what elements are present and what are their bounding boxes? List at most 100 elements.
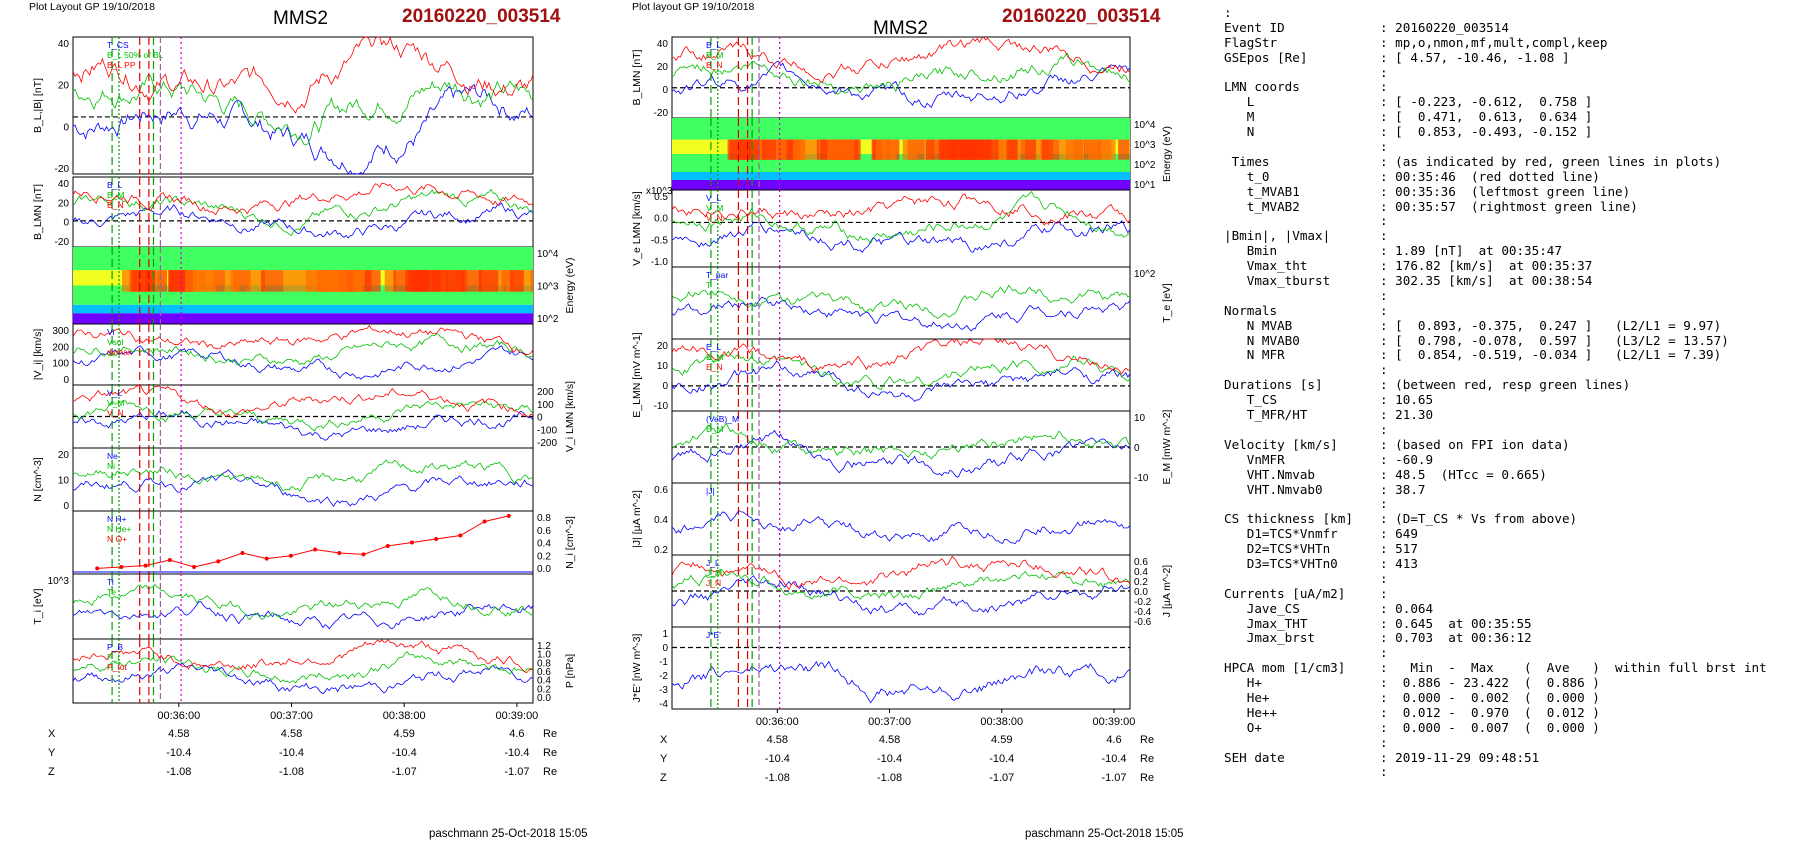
summary-value: : 0.012 - 0.970 ( 0.012 ) [1380, 704, 1600, 720]
legend-entry: B_M [107, 190, 124, 200]
summary-key: Normals [1224, 302, 1278, 318]
summary-line: FlagStr: mp,o,nmon,mf,mult,compl,keep [1224, 35, 1802, 51]
ni-series-line [97, 515, 509, 569]
data-series-line [671, 350, 1131, 391]
legend-entry: Ne [107, 451, 118, 461]
data-series-line [72, 83, 534, 175]
y-tick-label: 0 [63, 501, 69, 512]
summary-value: : [ 4.57, -10.46, -1.08 ] [1380, 49, 1570, 65]
spectrogram-band [672, 179, 1130, 190]
y-axis-label: T_e [eV] [1161, 283, 1173, 323]
spectrogram-cell [213, 270, 225, 292]
y-tick-label: 0.6 [1134, 557, 1148, 568]
legend-entry: J*E' [706, 630, 721, 640]
coord-value: 4.6 [1106, 734, 1121, 746]
y-tick-label: 0.8 [537, 658, 551, 669]
summary-value: : 00:35:36 (leftmost green line) [1380, 183, 1631, 199]
coord-value: -1.08 [279, 766, 304, 778]
summary-key: Currents [uA/m2] [1224, 585, 1346, 601]
panel-frame [671, 36, 1131, 119]
legend-entry: T [706, 280, 711, 290]
summary-value: : 176.82 [km/s] at 00:35:37 [1380, 258, 1593, 274]
summary-value: : [1380, 764, 1388, 780]
summary-line: t_MVAB1: 00:35:36 (leftmost green line) [1224, 183, 1802, 200]
summary-value: : (D=T_CS * Vs from above) [1380, 511, 1578, 527]
summary-value: : 21.30 [1380, 407, 1434, 423]
coord-unit: Re [1140, 734, 1154, 746]
summary-value: : [ 0.471, 0.613, 0.634 ] [1380, 109, 1593, 125]
panel-frame [72, 638, 534, 704]
summary-value: : [1380, 64, 1388, 80]
spectrogram-cell [224, 270, 236, 292]
y-tick-label: -0.5 [651, 235, 669, 246]
summary-value: : [ -0.223, -0.612, 0.758 ] [1380, 94, 1593, 110]
spectrogram-cell [415, 270, 441, 292]
coord-value: -1.07 [989, 772, 1014, 784]
y-axis-label: P [nPa] [564, 654, 576, 688]
summary-key: D1=TCS*Vnmfr [1224, 526, 1338, 542]
ni-data-point [458, 533, 463, 538]
data-series-line [72, 662, 534, 695]
summary-value: : [1380, 570, 1388, 586]
data-series-line [671, 429, 1131, 478]
y-tick-label: 200 [537, 387, 554, 398]
summary-key: L [1224, 94, 1255, 110]
data-series-line [671, 190, 1131, 245]
y-axis-label: Energy (eV) [1161, 126, 1173, 182]
summary-key: Durations [s] [1224, 377, 1323, 393]
legend-entry: V_L [706, 193, 721, 203]
data-series-line [671, 422, 1131, 460]
summary-key: Bmin [1224, 243, 1278, 259]
data-series-line [671, 52, 1131, 95]
coord-value: 4.59 [991, 734, 1012, 746]
data-series-line [671, 220, 1131, 253]
summary-key: N [1224, 124, 1255, 140]
coord-value: 4.58 [879, 734, 900, 746]
right-figure: Plot layout GP 19/10/2018 MMS2 20160220_… [620, 0, 1220, 841]
summary-value: : [1380, 496, 1388, 512]
summary-value: : 0.000 - 0.007 ( 0.000 ) [1380, 719, 1600, 735]
y-axis-label: V_e LMN [km/s] [631, 191, 643, 266]
data-series-line [671, 60, 1131, 109]
y-tick-label: 20 [58, 81, 70, 92]
y-tick-label: 0.0 [1134, 587, 1148, 598]
legend-entry: J_L [706, 558, 720, 568]
legend-entry: B_L PP [107, 60, 136, 70]
legend-entry: Vi [107, 327, 115, 337]
legend-entry: V_N [706, 213, 723, 223]
legend-entry: N He+ [107, 524, 131, 534]
data-series-line [72, 345, 534, 380]
summary-key: T_MFR/HT [1224, 407, 1308, 423]
coord-value: 4.59 [393, 728, 414, 740]
summary-key: |Bmin|, |Vmax| [1224, 228, 1331, 244]
summary-value: : [1380, 79, 1388, 95]
right-event-id: 20160220_003514 [1002, 6, 1161, 27]
summary-key: Jmax_THT [1224, 615, 1308, 631]
spectrogram-cell [230, 270, 240, 292]
legend-entry: B_L 50% of BL [107, 50, 164, 60]
summary-line: H+: 0.886 - 23.422 ( 0.886 ) [1224, 675, 1802, 691]
spectrogram-cell [1020, 139, 1037, 160]
summary-line: Times: (as indicated by red, green lines… [1224, 154, 1802, 170]
summary-line: T_CS: 10.65 [1224, 392, 1802, 408]
y-tick-label: 0.0 [537, 693, 551, 704]
data-series-line [72, 182, 534, 216]
data-series-line [671, 296, 1131, 332]
spectrogram-band [73, 247, 533, 271]
data-series-line [671, 555, 1131, 591]
y-tick-label: -0.2 [1134, 597, 1152, 608]
panel-frame [671, 189, 1131, 268]
legend-entry: B_N [706, 60, 723, 70]
left-header: Plot Layout GP 19/10/2018 [29, 1, 155, 13]
data-series-line [72, 583, 534, 621]
y-tick-label: 0.6 [537, 667, 551, 678]
y-tick-label: 0 [63, 122, 69, 133]
legend-entry: J_N [706, 578, 721, 588]
y-tick-label: -100 [537, 425, 557, 436]
left-event-id: 20160220_003514 [402, 6, 561, 27]
y-tick-label: -3 [659, 685, 668, 696]
y-tick-label: 10 [58, 476, 70, 487]
panel-frame [72, 510, 534, 575]
summary-value: : 20160220_003514 [1380, 19, 1509, 35]
coord-name: Z [660, 772, 667, 784]
